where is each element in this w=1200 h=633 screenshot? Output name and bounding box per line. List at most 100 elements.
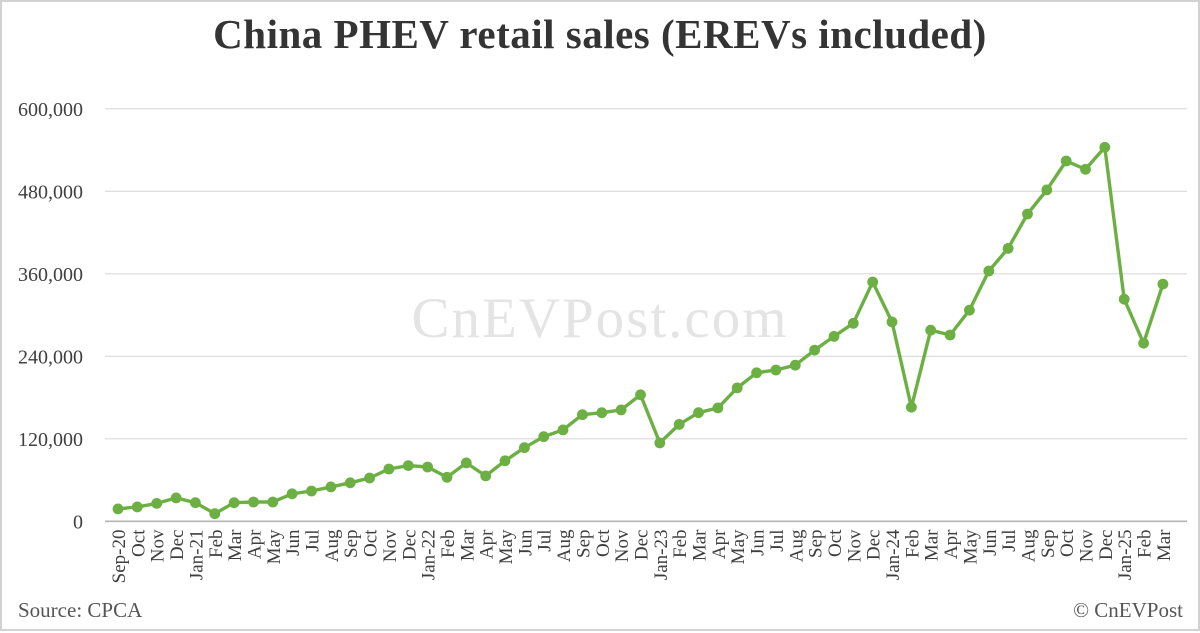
- data-point: [906, 401, 917, 413]
- watermark-text: CnEVPost.com: [411, 287, 788, 350]
- data-point: [925, 324, 937, 336]
- x-tick-label: Jul: [303, 530, 324, 552]
- data-point: [538, 431, 550, 443]
- x-tick-label: Jan-24: [883, 529, 904, 580]
- data-point: [1022, 208, 1033, 220]
- y-tick-label: 600,000: [18, 99, 83, 121]
- x-tick-label: Mar: [1154, 529, 1175, 561]
- x-tick-label: Dec: [632, 530, 653, 561]
- y-tick-label: 120,000: [18, 429, 83, 451]
- x-tick-label: Jun: [748, 529, 769, 556]
- y-tick-label: 0: [73, 511, 83, 533]
- x-tick-label: Dec: [1096, 530, 1117, 561]
- x-tick-label: Jan-21: [186, 530, 207, 581]
- x-tick-label: Jan-23: [651, 530, 672, 581]
- x-tick-label: Jul: [535, 530, 556, 552]
- data-point: [847, 317, 859, 329]
- x-tick-label: Nov: [844, 529, 865, 562]
- data-point: [867, 276, 879, 288]
- data-point: [1060, 155, 1072, 167]
- data-point: [983, 265, 995, 277]
- data-point: [286, 488, 298, 500]
- data-point: [460, 457, 472, 469]
- data-point: [131, 501, 143, 513]
- x-tick-label: Oct: [361, 529, 382, 557]
- data-point: [209, 508, 221, 520]
- x-tick-label: Mar: [690, 529, 711, 561]
- x-tick-label: Sep: [806, 530, 827, 559]
- x-tick-label: Mar: [922, 529, 943, 561]
- x-tick-label: Apr: [245, 529, 266, 559]
- data-point: [693, 407, 704, 419]
- data-point: [577, 409, 588, 421]
- data-point: [441, 471, 453, 483]
- data-point: [809, 344, 820, 356]
- x-tick-label: Oct: [593, 529, 614, 557]
- x-tick-label: Apr: [477, 529, 498, 559]
- y-tick-label: 480,000: [18, 181, 83, 203]
- x-tick-label: May: [728, 529, 749, 564]
- data-point: [422, 461, 433, 473]
- x-tick-label: Feb: [206, 530, 227, 559]
- x-tick-label: Nov: [380, 529, 401, 562]
- data-point: [1002, 243, 1014, 254]
- source-label: Source: CPCA: [18, 598, 143, 622]
- x-tick-label: May: [264, 529, 285, 564]
- copyright-label: © CnEVPost: [1073, 598, 1183, 622]
- data-point: [151, 498, 163, 509]
- data-point: [731, 382, 743, 394]
- data-point: [886, 316, 898, 328]
- x-tick-label: Sep-20: [109, 530, 130, 584]
- data-point: [112, 503, 124, 515]
- data-point: [402, 460, 414, 471]
- chart-title: China PHEV retail sales (EREVs included): [213, 11, 987, 57]
- x-tick-label: May: [960, 529, 981, 564]
- x-tick-label: Mar: [457, 529, 478, 561]
- x-tick-label: Feb: [670, 530, 691, 559]
- x-tick-label: Aug: [554, 529, 575, 562]
- data-point: [1157, 278, 1169, 290]
- data-point: [325, 481, 337, 493]
- data-point: [364, 472, 375, 484]
- data-point: [306, 485, 317, 497]
- x-tick-label: Nov: [612, 529, 633, 562]
- x-tick-label: Apr: [941, 529, 962, 559]
- data-point: [1080, 163, 1091, 175]
- x-tick-label: Sep: [1038, 530, 1059, 559]
- data-point: [673, 419, 685, 430]
- x-tick-label: Jan-25: [1115, 530, 1136, 581]
- data-point: [964, 304, 975, 316]
- x-tick-label: May: [496, 529, 517, 564]
- data-point: [1138, 337, 1149, 349]
- y-tick-label: 240,000: [18, 346, 83, 368]
- data-point: [499, 455, 511, 467]
- x-tick-label: Aug: [786, 529, 807, 562]
- x-tick-label: Oct: [1057, 529, 1078, 557]
- data-point: [789, 359, 801, 371]
- data-point: [751, 367, 762, 379]
- data-point: [519, 442, 530, 454]
- x-tick-label: Apr: [709, 529, 730, 559]
- x-tick-label: Jul: [767, 530, 788, 552]
- x-tick-label: Aug: [322, 529, 343, 562]
- x-tick-label: Dec: [864, 530, 885, 561]
- x-tick-label: Oct: [825, 529, 846, 557]
- x-tick-label: Nov: [1077, 529, 1098, 562]
- data-point: [1099, 141, 1111, 153]
- x-tick-label: Jan-22: [419, 530, 440, 581]
- x-tick-label: Mar: [225, 529, 246, 561]
- data-point: [944, 329, 956, 341]
- x-tick-label: Dec: [399, 530, 420, 561]
- x-tick-label: Jun: [515, 529, 536, 556]
- data-point: [480, 470, 492, 482]
- data-point: [1041, 184, 1053, 196]
- data-point: [557, 424, 569, 436]
- x-tick-label: Feb: [902, 530, 923, 559]
- data-point: [383, 463, 395, 475]
- x-tick-label: Jun: [283, 529, 304, 556]
- x-tick-label: Sep: [573, 530, 594, 559]
- data-point: [248, 496, 259, 508]
- data-point: [267, 496, 279, 508]
- x-tick-label: Aug: [1019, 529, 1040, 562]
